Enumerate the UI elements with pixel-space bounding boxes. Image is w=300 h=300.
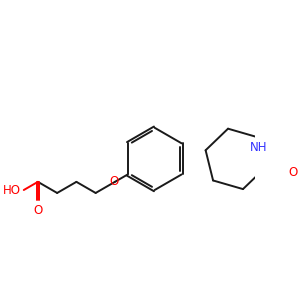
Text: O: O [33,204,43,217]
Text: HO: HO [3,184,21,196]
Text: O: O [110,175,119,188]
Text: NH: NH [250,141,268,154]
Text: O: O [289,166,298,179]
